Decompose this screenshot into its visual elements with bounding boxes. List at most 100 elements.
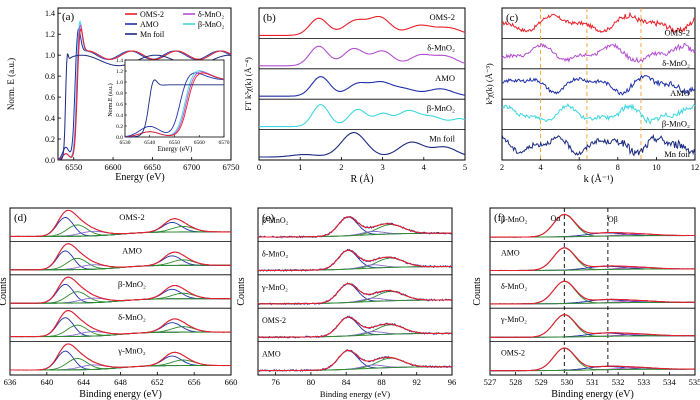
inset-x-tick-label: 6550 bbox=[169, 140, 180, 146]
x-tick-label: 6700 bbox=[183, 162, 200, 172]
fit-envelope bbox=[490, 213, 695, 238]
inset-y-tick-label: 1.4 bbox=[116, 58, 123, 64]
trace-label: AMO bbox=[670, 88, 690, 98]
y-tick-label: 1.2 bbox=[45, 30, 55, 39]
fit-envelope bbox=[490, 314, 695, 338]
ft-trace bbox=[259, 104, 466, 128]
x-tick-label: 4 bbox=[538, 162, 543, 172]
x-tick-label: 84 bbox=[342, 377, 351, 387]
trace-label: γ-MnO₂ bbox=[500, 315, 527, 324]
raw-data bbox=[10, 243, 232, 271]
fit-component bbox=[10, 224, 231, 237]
x-tick-label: 10 bbox=[652, 162, 661, 172]
panel-d-ylabel: Counts bbox=[0, 277, 9, 305]
trace-label: OMS-2 bbox=[429, 12, 455, 22]
inset-x-tick-label: 6570 bbox=[219, 140, 230, 146]
inset-ylabel: Norm.E (a.u.) bbox=[107, 83, 114, 116]
x-tick-label: 660 bbox=[225, 377, 238, 387]
panel-c-xlabel: k (Å⁻¹) bbox=[584, 173, 614, 185]
legend-label: β-MnO₂ bbox=[198, 20, 225, 29]
y-tick-label: 0.6 bbox=[45, 93, 55, 102]
x-tick-label: 6750 bbox=[223, 162, 240, 172]
legend-label: Mn foil bbox=[140, 30, 165, 39]
trace-label: OMS-2 bbox=[119, 212, 145, 222]
fit-component bbox=[258, 331, 452, 338]
x-tick-label: 80 bbox=[307, 377, 316, 387]
panel-f-label: (f) bbox=[494, 212, 505, 224]
y-tick-label: 0.8 bbox=[45, 72, 55, 81]
xanes-oms2 bbox=[57, 28, 232, 161]
y-tick-label: 0.2 bbox=[45, 135, 55, 144]
panel-b-ylabel: FT k³χ(k) (Å⁻⁴) bbox=[243, 57, 253, 111]
panel-e-ylabel: Counts bbox=[236, 277, 247, 305]
fit-envelope bbox=[10, 310, 231, 338]
trace-label: β-MnO₂ bbox=[262, 216, 289, 225]
trace-label: γ-MnO₂ bbox=[261, 283, 288, 292]
ft-trace bbox=[259, 45, 466, 67]
x-tick-label: 3 bbox=[380, 162, 384, 172]
trace-label: AMO bbox=[501, 248, 520, 257]
inset-mn-foil bbox=[125, 79, 224, 138]
y-tick-label: 1.0 bbox=[45, 51, 55, 60]
fit-component bbox=[10, 358, 231, 371]
legend-label: OMS-2 bbox=[140, 10, 164, 19]
trace-label: AMO bbox=[435, 73, 455, 83]
fit-component bbox=[10, 324, 231, 338]
trace-label: β-MnO₂ bbox=[118, 279, 146, 289]
inset-x-tick-label: 6540 bbox=[144, 140, 155, 146]
panel-d: (d) 636 640 644 648 652 656 660 Binding energy (… bbox=[0, 207, 238, 400]
panel-e-frame bbox=[257, 207, 453, 376]
x-tick-label: 644 bbox=[77, 377, 91, 387]
trace-label: Mn foil bbox=[664, 149, 690, 159]
kspace-trace bbox=[501, 102, 696, 125]
x-tick-label: 640 bbox=[40, 377, 53, 387]
fit-envelope bbox=[10, 209, 231, 237]
kspace-trace bbox=[501, 11, 696, 34]
x-tick-label: 1 bbox=[298, 162, 302, 172]
trace-label: δ-MnO₂ bbox=[118, 312, 146, 322]
trace-label: AMO bbox=[122, 245, 142, 255]
panel-f: (f) 527 528 529 530 531 532 533 534 535 Binding en… bbox=[472, 207, 700, 400]
x-tick-label: 6600 bbox=[105, 162, 122, 172]
x-tick-label: 8 bbox=[616, 162, 620, 172]
x-tick-label: 648 bbox=[114, 377, 127, 387]
fit-envelope bbox=[258, 349, 452, 372]
panel-b-label: (b) bbox=[263, 12, 276, 24]
fit-envelope bbox=[258, 316, 452, 338]
x-tick-label: 656 bbox=[188, 377, 201, 387]
inset-y-tick-label: 1.2 bbox=[116, 69, 123, 75]
fit-component bbox=[10, 291, 231, 304]
kspace-trace bbox=[501, 42, 696, 63]
panel-c-frame bbox=[501, 7, 696, 161]
x-tick-label: 6 bbox=[577, 162, 581, 172]
panel-a-inset: 6530 6540 6550 6560 6570 0.0 0.2 0.4 0.6 0.8 1.0 1.… bbox=[107, 58, 230, 153]
x-tick-label: 5 bbox=[463, 162, 467, 172]
legend-label: AMO bbox=[140, 20, 159, 29]
trace-label: OMS-2 bbox=[664, 27, 690, 37]
x-tick-label: 530 bbox=[561, 377, 574, 387]
x-tick-label: 88 bbox=[377, 377, 386, 387]
panel-d-xlabel: Binding energy (eV) bbox=[79, 389, 162, 400]
trace-label: Mn foil bbox=[429, 134, 455, 144]
x-tick-label: 12 bbox=[691, 162, 700, 172]
trace-label: δ-MnO₂ bbox=[427, 42, 455, 52]
trace-label: β-MnO₂ bbox=[662, 119, 690, 129]
kspace-trace bbox=[501, 133, 696, 157]
x-tick-label: 636 bbox=[4, 377, 17, 387]
fit-envelope bbox=[10, 276, 231, 304]
trace-label: δ-MnO₂ bbox=[662, 58, 690, 68]
trace-label: β-MnO₂ bbox=[427, 103, 455, 113]
fit-envelope bbox=[490, 247, 695, 272]
panel-e: (e) 76 80 84 88 92 96 Binding energy (eV) Counts… bbox=[236, 207, 457, 399]
x-tick-label: 528 bbox=[509, 377, 522, 387]
panel-a-xlabel: Energy (eV) bbox=[115, 172, 165, 183]
x-tick-label: 6550 bbox=[65, 162, 82, 172]
inset-x-tick-label: 6530 bbox=[120, 140, 131, 146]
x-tick-label: 96 bbox=[448, 377, 457, 387]
panel-f-xlabel: Binding energy (eV) bbox=[551, 389, 634, 400]
inset-AMO bbox=[124, 72, 225, 137]
trace-label: β-MnO₂ bbox=[501, 215, 528, 224]
x-tick-label: 4 bbox=[422, 162, 427, 172]
trace-label: γ-MnO₂ bbox=[117, 346, 146, 356]
